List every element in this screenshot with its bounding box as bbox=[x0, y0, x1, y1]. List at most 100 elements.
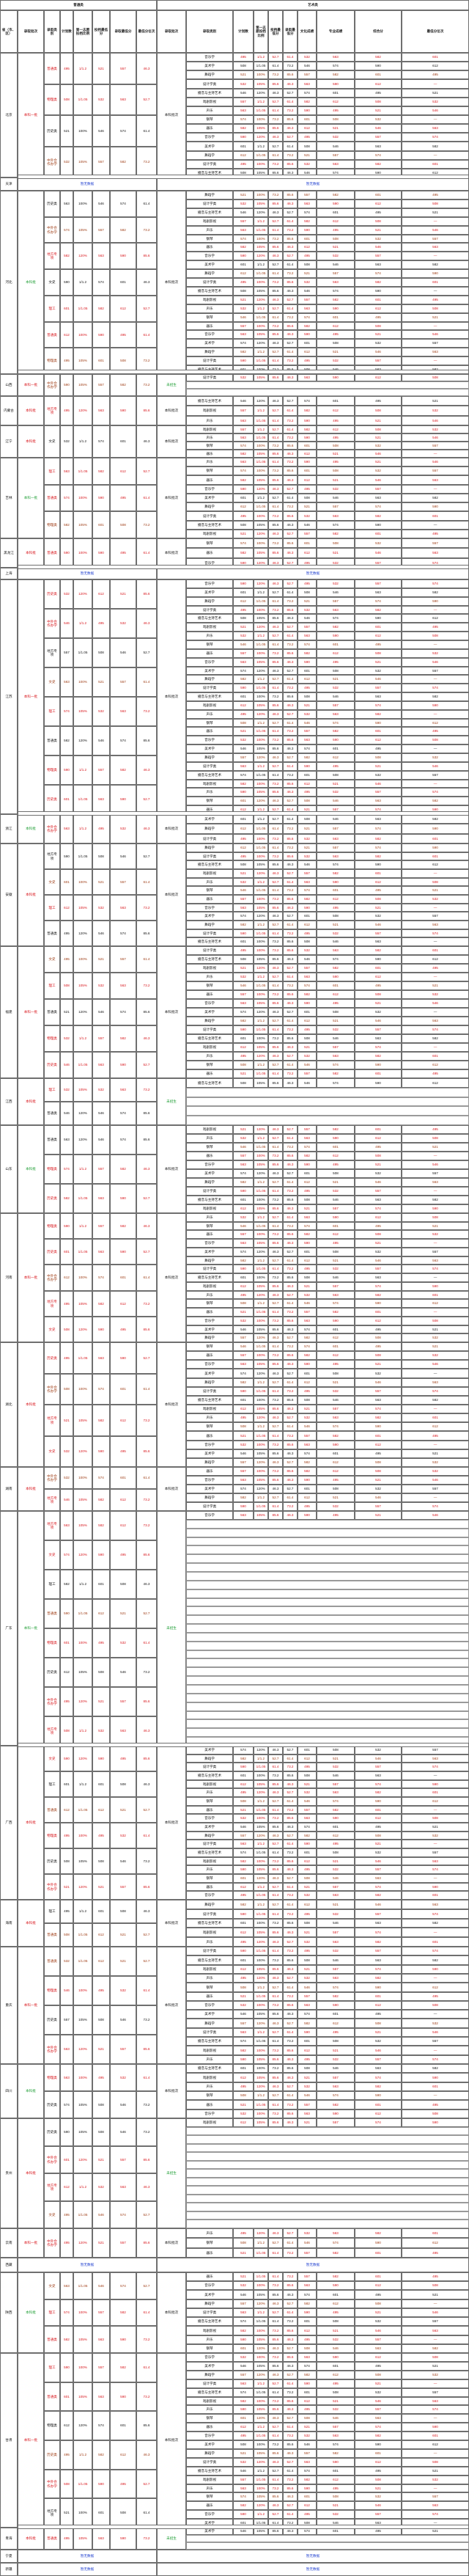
score-cell: 521 bbox=[110, 1797, 136, 1823]
major-cell: 521 bbox=[317, 450, 355, 458]
score-cell: 73.2 bbox=[283, 886, 298, 895]
composite-cell: 557 bbox=[355, 2405, 402, 2414]
plan-cell: 601 bbox=[233, 1874, 254, 1883]
ratio-cell: 1/1.2 bbox=[73, 1900, 92, 1923]
rank-cell: 601 bbox=[402, 53, 469, 62]
rank-cell: 601 bbox=[402, 1891, 469, 1900]
ratio-cell: 1/1.05 bbox=[254, 433, 268, 442]
composite-cell: 508 bbox=[355, 1467, 402, 1476]
score-cell: 73.2 bbox=[268, 1034, 283, 1043]
major-cell: 532 bbox=[317, 1387, 355, 1396]
score-cell: 85.6 bbox=[283, 115, 298, 124]
plan-cell: 546 bbox=[233, 89, 254, 98]
major-cell: 563 bbox=[317, 1052, 355, 1061]
art-major-cell: 声乐 bbox=[186, 878, 233, 886]
type-cell: 地方专项 bbox=[44, 2173, 60, 2201]
plan-cell: 612 bbox=[233, 502, 254, 511]
major-cell: 508 bbox=[317, 912, 355, 921]
ratio-cell: 120% bbox=[73, 1125, 92, 1155]
art-major-cell: 声乐 bbox=[186, 788, 233, 797]
plan-cell: 495 bbox=[233, 160, 254, 169]
rank-cell: 52.7 bbox=[136, 458, 157, 485]
major-cell: 495 bbox=[317, 1239, 355, 1248]
ratio-cell: 100% bbox=[254, 1317, 268, 1325]
major-cell: 563 bbox=[317, 1788, 355, 1797]
score-cell: 546 bbox=[92, 1125, 110, 1155]
ratio-cell: 1/1.2 bbox=[73, 609, 92, 638]
score-cell: 52.7 bbox=[268, 762, 283, 771]
art-major-cell: 声乐 bbox=[186, 304, 233, 313]
major-cell: 495 bbox=[317, 226, 355, 235]
type-cell: 理工 bbox=[44, 1900, 60, 1923]
plan-cell: 601 bbox=[233, 797, 254, 805]
composite-cell: 582 bbox=[355, 511, 402, 521]
rank-cell: 61.4 bbox=[136, 485, 157, 511]
score-cell: 73.2 bbox=[268, 2001, 283, 2010]
composite-cell: 582 bbox=[355, 946, 402, 955]
composite-cell: 521 bbox=[355, 1511, 402, 1520]
ratio-cell: 120% bbox=[254, 797, 268, 805]
rank-cell: 52.7 bbox=[136, 1239, 157, 1265]
score-cell: 563 bbox=[92, 2528, 110, 2550]
plan-cell: 532 bbox=[233, 79, 254, 89]
rank-cell: 508 bbox=[402, 2110, 469, 2118]
major-cell: 563 bbox=[317, 2432, 355, 2440]
culture-cell: 590 bbox=[298, 1511, 317, 1520]
score-cell: 73.2 bbox=[283, 1992, 298, 2001]
column-header: 计划数 bbox=[60, 10, 73, 53]
score-cell: 532 bbox=[92, 2173, 110, 2201]
score-cell: 73.2 bbox=[283, 1947, 298, 1955]
ratio-cell: 1/1.05 bbox=[254, 597, 268, 606]
score-cell: 52.7 bbox=[268, 1017, 283, 1025]
ratio-cell: 105% bbox=[73, 147, 92, 178]
ratio-cell: 120% bbox=[254, 912, 268, 921]
culture-cell: 582 bbox=[298, 1152, 317, 1160]
major-cell: 532 bbox=[317, 1502, 355, 1511]
ratio-cell: 120% bbox=[73, 396, 92, 425]
score-cell: 582 bbox=[92, 296, 110, 322]
type-cell: 理工 bbox=[44, 1570, 60, 1599]
art-major-cell: 器乐 bbox=[186, 1467, 233, 1476]
ratio-cell: 120% bbox=[73, 2411, 92, 2440]
ratio-cell: 1/1.05 bbox=[254, 1502, 268, 1511]
score-cell: 46.3 bbox=[268, 1458, 283, 1467]
culture-cell: 563 bbox=[298, 2110, 317, 2118]
rank-cell: 612 bbox=[402, 1983, 469, 1992]
composite-cell: 532 bbox=[355, 912, 402, 921]
rank-cell: 557 bbox=[402, 466, 469, 475]
major-cell: 521 bbox=[317, 1857, 355, 1865]
score-cell: 73.2 bbox=[268, 235, 283, 243]
rank-cell: 601 bbox=[402, 1413, 469, 1422]
plan-cell: 508 bbox=[233, 1078, 254, 1088]
composite-cell: 563 bbox=[355, 1874, 402, 1883]
ratio-cell: 1/1.05 bbox=[254, 1763, 268, 1771]
major-cell: 557 bbox=[317, 701, 355, 710]
rank-cell: 73.2 bbox=[136, 1511, 157, 1540]
art-major-cell: 播音与主持艺术 bbox=[186, 2317, 233, 2326]
composite-cell: 532 bbox=[355, 235, 402, 243]
rank-cell: 85.6 bbox=[136, 1874, 157, 1900]
rank-cell: — bbox=[402, 1928, 469, 1937]
score-cell: 85.6 bbox=[268, 1078, 283, 1088]
score-cell: 52.7 bbox=[283, 89, 298, 98]
score-cell: 61.4 bbox=[283, 217, 298, 226]
ratio-cell: 120% bbox=[73, 2228, 92, 2258]
rank-cell: 52.7 bbox=[136, 1184, 157, 1213]
art-major-cell: 设计学类 bbox=[186, 2028, 233, 2037]
plan-cell: 582 bbox=[233, 1378, 254, 1387]
type-cell: 历史类 bbox=[44, 2005, 60, 2035]
culture-cell: 557 bbox=[298, 1308, 317, 1317]
score-cell: 85.6 bbox=[268, 374, 283, 381]
culture-cell: 601 bbox=[298, 912, 317, 921]
plan-cell: 532 bbox=[60, 1467, 73, 1489]
ratio-cell: 100% bbox=[254, 1771, 268, 1780]
province-cell: 河南 bbox=[0, 1213, 18, 1342]
plan-cell: 521 bbox=[60, 115, 73, 147]
ratio-cell: 1/1.2 bbox=[254, 406, 268, 416]
art-major-cell: 设计学类 bbox=[186, 606, 233, 614]
type-cell: 物理类 bbox=[44, 1025, 60, 1052]
score-cell: 73.2 bbox=[283, 356, 298, 365]
rank-cell: 508 bbox=[402, 2281, 469, 2290]
art-major-cell: 播音与主持艺术 bbox=[186, 2388, 233, 2397]
score-cell: 73.2 bbox=[268, 1814, 283, 1823]
